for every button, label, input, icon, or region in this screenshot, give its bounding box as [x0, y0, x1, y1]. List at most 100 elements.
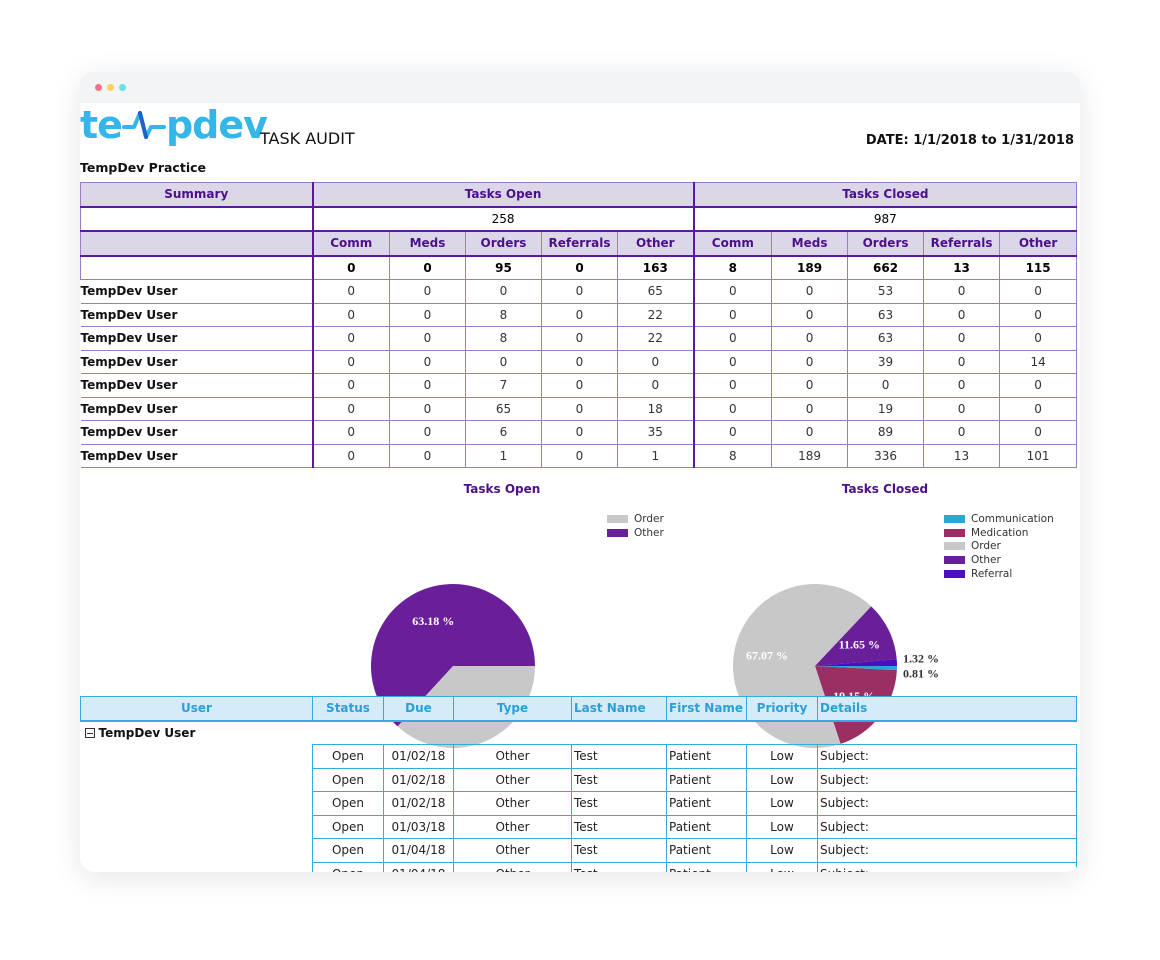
pie-slice-referral — [815, 659, 897, 666]
col-header-due[interactable]: Due — [383, 696, 454, 722]
user-name: TempDev User — [80, 373, 313, 398]
table-row: TempDev User 0 0 65 0 18 0 0 19 0 0 — [80, 396, 1078, 421]
table-row: TempDev User 0 0 1 0 1 8 189 336 13 101 — [80, 443, 1078, 468]
type-cell: Other — [453, 838, 572, 863]
table-row: TempDev User 0 0 7 0 0 0 0 0 0 0 — [80, 373, 1078, 398]
status-cell: Open — [312, 814, 384, 839]
closed-total-cell: 115 — [999, 255, 1078, 280]
closed-total-cell: 189 — [771, 255, 849, 280]
closed-count: 0 — [692, 420, 773, 445]
open-count: 0 — [389, 373, 466, 398]
col-header-status[interactable]: Status — [312, 696, 384, 722]
maximize-dot[interactable] — [119, 84, 126, 91]
open-count: 65 — [616, 279, 695, 304]
summary-header-row: Summary Tasks Open Tasks Closed — [80, 182, 1078, 208]
legend-item-other: Other — [607, 526, 664, 540]
details-cell: Subject: — [817, 744, 1077, 769]
open-count: 0 — [311, 279, 390, 304]
closed-count: 8 — [692, 443, 773, 468]
closed-count: 0 — [923, 420, 1001, 445]
closed-count: 0 — [692, 349, 773, 374]
first-cell: Patient — [666, 814, 747, 839]
last-cell: Test — [571, 791, 667, 816]
close-dot[interactable] — [95, 84, 102, 91]
date-range: DATE: 1/1/2018 to 1/31/2018 — [865, 133, 1074, 148]
open-count: 0 — [541, 443, 618, 468]
pie-label-communication: 0.81 % — [903, 667, 939, 681]
col-header-first-name[interactable]: First Name — [666, 696, 747, 722]
type-cell: Other — [453, 744, 572, 769]
col-header-open-comm: Comm — [311, 230, 390, 257]
open-count: 1 — [465, 443, 542, 468]
open-count: 0 — [389, 420, 466, 445]
table-row[interactable]: Open 01/03/18 Other Test Patient Low Subject: — [81, 814, 1077, 839]
col-header-type[interactable]: Type — [453, 696, 572, 722]
first-cell: Patient — [666, 767, 747, 792]
report-title: TASK AUDIT — [260, 129, 355, 148]
chart-title-open: Tasks Open — [463, 482, 541, 496]
blank-cell — [81, 839, 313, 863]
summary-header: Summary — [80, 182, 313, 208]
open-count: 0 — [541, 373, 618, 398]
legend-label: Order — [634, 512, 664, 525]
table-row[interactable]: Open 01/02/18 Other Test Patient Low Subject: — [81, 767, 1077, 792]
status-cell: Open — [312, 861, 384, 872]
open-count: 22 — [616, 302, 695, 327]
legend-swatch — [944, 528, 965, 537]
details-cell: Subject: — [817, 791, 1077, 816]
closed-total-cell: 13 — [923, 255, 1001, 280]
table-row: TempDev User 0 0 0 0 0 0 0 39 0 14 — [80, 349, 1078, 374]
closed-count: 63 — [847, 302, 925, 327]
closed-count: 0 — [999, 326, 1078, 351]
table-row: TempDev User 0 0 8 0 22 0 0 63 0 0 — [80, 326, 1078, 351]
status-cell: Open — [312, 744, 384, 769]
minus-bar — [86, 732, 93, 734]
open-total-cell: 95 — [465, 255, 542, 280]
closed-count: 0 — [771, 373, 849, 398]
type-cell: Other — [453, 814, 572, 839]
status-cell: Open — [312, 838, 384, 863]
col-header-last-name[interactable]: Last Name — [571, 696, 667, 722]
minimize-dot[interactable] — [107, 84, 114, 91]
group-row[interactable]: TempDev User — [81, 721, 1077, 745]
first-cell: Patient — [666, 744, 747, 769]
closed-count: 336 — [847, 443, 925, 468]
legend-label: Order — [971, 540, 1001, 553]
col-header-open-orders: Orders — [465, 230, 542, 257]
legend-item-communication: Communication — [944, 512, 1054, 526]
table-row[interactable]: Open 01/02/18 Other Test Patient Low Subject: — [81, 744, 1077, 769]
details-cell: Subject: — [817, 838, 1077, 863]
legend-item-referral: Referral — [944, 567, 1054, 581]
collapse-minus-box-icon[interactable] — [84, 728, 95, 739]
col-header-user[interactable]: User — [80, 696, 313, 722]
last-cell: Test — [571, 744, 667, 769]
last-cell: Test — [571, 767, 667, 792]
col-header-details[interactable]: Details — [817, 696, 1077, 722]
col-header-closed-other: Other — [999, 230, 1078, 257]
closed-count: 0 — [771, 279, 849, 304]
practice-name: TempDev Practice — [80, 160, 206, 175]
closed-count: 0 — [771, 349, 849, 374]
category-header-row: Comm Meds Orders Referrals Other Comm Meds Orde… — [80, 230, 1078, 257]
table-row[interactable]: Open 01/02/18 Other Test Patient Low Subject: — [81, 791, 1077, 816]
open-count: 0 — [541, 420, 618, 445]
category-totals-row: 0 0 95 0 163 8 189 662 13 115 — [80, 255, 1078, 280]
closed-count: 0 — [692, 373, 773, 398]
blank-cell — [81, 745, 313, 769]
table-row: TempDev User 0 0 6 0 35 0 0 89 0 0 — [80, 420, 1078, 445]
summary-table: Summary Tasks Open Tasks Closed 258 987 Comm M… — [80, 182, 1078, 468]
status-cell: Open — [312, 767, 384, 792]
col-header-priority[interactable]: Priority — [746, 696, 818, 722]
details-cell: Subject: — [817, 814, 1077, 839]
blank-cell — [80, 230, 313, 257]
priority-cell: Low — [746, 838, 818, 863]
type-cell: Other — [453, 791, 572, 816]
legend-item-order: Order — [944, 539, 1054, 553]
report-content: te pdev TASK AUDIT DATE: 1/1/2018 to 1/3… — [80, 103, 1080, 872]
legend-label: Medication — [971, 526, 1029, 539]
col-header-closed-orders: Orders — [847, 230, 925, 257]
blank-cell — [81, 862, 313, 872]
pie-label-other: 63.18 % — [412, 614, 454, 628]
